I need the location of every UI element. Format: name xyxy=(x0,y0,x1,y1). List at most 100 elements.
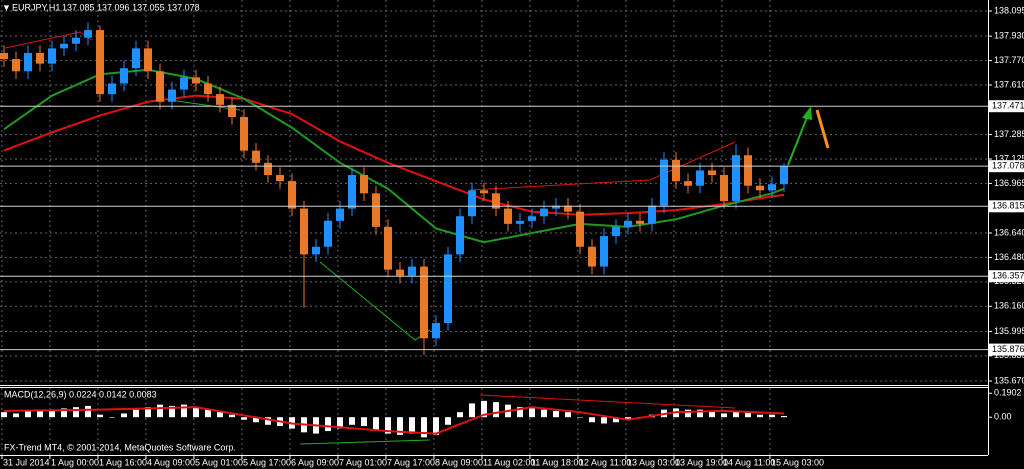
y-tick-label: 137.285 xyxy=(994,129,1024,139)
macd-bar xyxy=(336,417,343,429)
macd-title: MACD(12,26,9) 0.0224 0.0142 0.0083 xyxy=(4,389,157,399)
macd-bar xyxy=(552,410,559,418)
candle-body xyxy=(311,246,320,255)
macd-bar xyxy=(408,417,415,434)
y-tick-label: 0.00 xyxy=(994,412,1012,422)
x-tick-label: 12 Aug 11:00 xyxy=(579,457,631,467)
x-tick-label: 7 Aug 01:00 xyxy=(339,457,387,467)
candle-body xyxy=(467,190,476,217)
macd-bar xyxy=(684,409,691,418)
macd-bar xyxy=(624,417,631,420)
macd-bar xyxy=(588,417,595,423)
candle-body xyxy=(299,208,308,255)
y-tick-label: 137.770 xyxy=(994,55,1024,65)
candle-body xyxy=(659,159,668,206)
macd-bar xyxy=(348,417,355,425)
plot-area xyxy=(0,22,988,438)
y-tick-label: 136.640 xyxy=(994,227,1024,237)
macd-bar xyxy=(48,409,55,418)
macd-bar xyxy=(0,412,7,418)
candle-body xyxy=(203,83,212,95)
y-tick-label: 136.480 xyxy=(994,252,1024,262)
macd-signal xyxy=(3,406,785,435)
candle-body xyxy=(683,181,692,186)
candle-body xyxy=(587,246,596,267)
level-label: 137.078 xyxy=(992,161,1024,171)
macd-bar xyxy=(264,417,271,425)
y-tick-label: 138.095 xyxy=(994,5,1024,15)
macd-bar xyxy=(528,408,535,418)
candle-body xyxy=(155,71,164,102)
macd-bar xyxy=(84,405,91,418)
x-tick-label: 1 Aug 00:00 xyxy=(51,457,99,467)
trendline xyxy=(479,394,736,409)
candle-body xyxy=(551,205,560,209)
macd-bar xyxy=(60,408,67,418)
macd-bar xyxy=(168,405,175,418)
candle-body xyxy=(323,220,332,247)
candle-body xyxy=(371,193,380,227)
macd-bar xyxy=(612,417,619,423)
candle-body xyxy=(503,208,512,224)
candle-body xyxy=(71,37,80,44)
moving-average xyxy=(3,68,785,244)
candle-body xyxy=(755,185,764,191)
candle-body xyxy=(131,48,140,69)
candle-body xyxy=(275,175,284,182)
macd-bar xyxy=(480,400,487,418)
candle-body xyxy=(719,175,728,201)
x-tick-label: 13 Aug 03:00 xyxy=(627,457,680,467)
candle-body xyxy=(179,77,188,90)
macd-bar xyxy=(324,417,331,432)
y-tick-label: 137.610 xyxy=(994,79,1024,89)
macd-bar xyxy=(468,403,475,418)
candle-body xyxy=(0,52,8,60)
candle-body xyxy=(623,220,632,227)
candle-body xyxy=(23,52,32,72)
moving-average xyxy=(3,94,785,216)
macd-bar xyxy=(396,417,403,435)
candle-body xyxy=(119,68,128,84)
macd-bar xyxy=(252,417,259,423)
macd-bar xyxy=(744,412,751,418)
candle-body xyxy=(347,175,356,209)
candle-body xyxy=(767,184,776,191)
macd-bar xyxy=(36,410,43,418)
macd-bar xyxy=(768,414,775,418)
trendline xyxy=(299,439,431,445)
macd-bar xyxy=(228,414,235,418)
candle-body xyxy=(191,77,200,84)
arrow-up xyxy=(787,114,809,166)
candle-body xyxy=(575,211,584,247)
macd-bar xyxy=(12,413,19,418)
macd-bar xyxy=(564,412,571,418)
candle-body xyxy=(227,104,236,118)
macd-bar xyxy=(540,409,547,418)
x-tick-label: 1 Aug 16:00 xyxy=(99,457,147,467)
macd-bar xyxy=(720,413,727,418)
quote: 137.085 137.096 137.055 137.078 xyxy=(62,2,200,12)
y-tick-label: 136.160 xyxy=(994,301,1024,311)
candle-body xyxy=(527,216,536,221)
x-tick-label: 13 Aug 19:00 xyxy=(675,457,728,467)
candle-body xyxy=(515,220,524,224)
macd-bar xyxy=(204,409,211,418)
candle-body xyxy=(539,208,548,217)
candle-body xyxy=(215,94,224,105)
footer: FX-Trend MT4, © 2001-2014, MetaQuotes So… xyxy=(4,442,236,452)
macd-bar xyxy=(420,417,427,438)
x-tick-label: 4 Aug 09:00 xyxy=(147,457,195,467)
macd-bar xyxy=(144,407,151,418)
macd-bar xyxy=(96,414,103,418)
y-tick-label: 135.995 xyxy=(994,326,1024,336)
level-label-box xyxy=(989,100,1024,113)
x-tick-label: 6 Aug 09:00 xyxy=(291,457,339,467)
macd-bar xyxy=(432,417,439,435)
candle-body xyxy=(563,205,572,212)
macd-bar xyxy=(180,404,187,418)
trendline xyxy=(469,141,736,191)
candle-body xyxy=(647,205,656,224)
macd-bar xyxy=(216,412,223,418)
